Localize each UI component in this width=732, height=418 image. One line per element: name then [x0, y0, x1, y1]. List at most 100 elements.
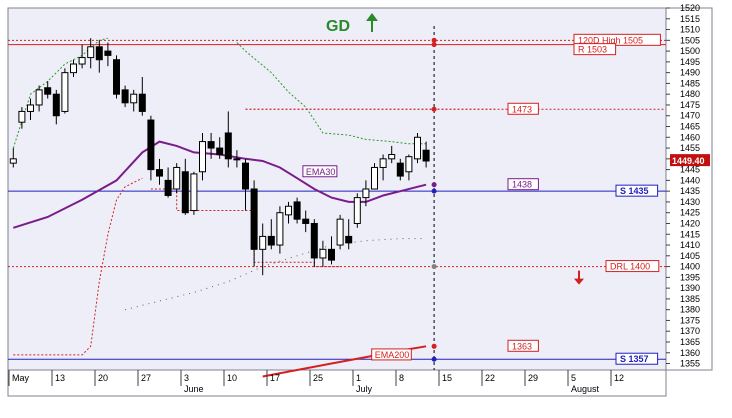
stop-line-lower: [13, 177, 143, 356]
candle-body: [388, 154, 396, 160]
x-tick-label: 8: [399, 373, 404, 383]
y-tick-label: 1360: [680, 348, 700, 358]
y-tick-label: 1400: [680, 262, 700, 272]
candle-body: [293, 201, 301, 220]
candle-body: [285, 205, 292, 216]
marker-dot: [431, 42, 437, 48]
y-tick-label: 1480: [680, 89, 700, 99]
level-label: S 1357: [620, 354, 649, 364]
x-tick-label: 22: [485, 373, 495, 383]
candle-body: [78, 57, 86, 65]
level-label: DRL 1400: [610, 262, 650, 272]
candle-body: [353, 197, 361, 224]
x-tick-label: 20: [98, 373, 108, 383]
level-label-box: [573, 43, 617, 56]
series-label: EMA30: [306, 167, 336, 177]
x-tick-label: 5: [571, 373, 576, 383]
y-tick-label: 1420: [680, 218, 700, 228]
y-tick-label: 1455: [680, 143, 700, 153]
y-tick-label: 1500: [680, 46, 700, 56]
level-label-box: [507, 178, 539, 191]
ema30-line: [13, 140, 427, 229]
y-axis-panel: [665, 7, 713, 371]
candle-body: [250, 188, 258, 250]
y-tick-label: 1485: [680, 78, 700, 88]
candle-body: [405, 156, 413, 173]
series-label-box: [302, 165, 338, 178]
level-label-box: [507, 102, 539, 115]
candle-body: [87, 46, 95, 59]
candle-body: [396, 162, 404, 177]
candle-body: [336, 218, 344, 246]
current-price-label: 1449.40: [672, 156, 705, 166]
candles: [9, 38, 430, 276]
candle-body: [302, 218, 310, 224]
candle-body: [276, 212, 284, 246]
x-tick-label: 3: [184, 373, 189, 383]
series-label-box: [371, 348, 412, 361]
candle-body: [190, 173, 198, 212]
level-label-box: [507, 339, 539, 352]
y-tick-label: 1425: [680, 208, 700, 218]
candle-body: [267, 235, 275, 246]
x-tick-label: 13: [55, 373, 65, 383]
x-tick-label: 17: [270, 373, 280, 383]
candle-body: [52, 93, 60, 117]
candle-body: [207, 141, 215, 149]
up-arrow-icon: [366, 13, 378, 32]
candle-body: [9, 158, 17, 164]
series-label: EMA200: [375, 350, 410, 360]
current-price-tag: [670, 154, 710, 167]
marker-dot: [431, 182, 437, 188]
x-tick-label: 29: [528, 373, 538, 383]
level-label-box: [605, 260, 660, 273]
candle-body: [310, 222, 318, 259]
y-tick-label: 1460: [680, 132, 700, 142]
candle-body: [121, 89, 129, 104]
y-axis: 1355136013651370137513801385139013951400…: [666, 3, 710, 369]
x-month-label: July: [356, 384, 373, 394]
candle-body: [147, 119, 155, 171]
y-tick-label: 1445: [680, 165, 700, 175]
y-tick-label: 1470: [680, 111, 700, 121]
candle-body: [259, 235, 267, 250]
y-tick-label: 1490: [680, 68, 700, 78]
y-tick-label: 1430: [680, 197, 700, 207]
x-tick-label: 15: [442, 373, 452, 383]
candle-body: [414, 136, 421, 160]
x-tick-label: 1: [356, 373, 361, 383]
y-tick-label: 1465: [680, 122, 700, 132]
y-tick-label: 1415: [680, 229, 700, 239]
trailing-dots: [124, 238, 427, 311]
y-tick-label: 1385: [680, 294, 700, 304]
level-label: S 1435: [620, 186, 649, 196]
down-arrow-icon: [574, 270, 584, 285]
candle-body: [173, 166, 181, 190]
plot-background: [7, 7, 667, 371]
y-tick-label: 1395: [680, 272, 700, 282]
y-tick-label: 1440: [680, 175, 700, 185]
candle-body: [345, 235, 353, 244]
level-label: 1363: [512, 341, 532, 351]
candle-body: [35, 89, 43, 106]
y-tick-label: 1435: [680, 186, 700, 196]
y-tick-label: 1390: [680, 283, 700, 293]
candle-body: [138, 93, 146, 112]
candle-body: [113, 59, 120, 95]
marker-dot: [431, 188, 437, 194]
y-tick-label: 1375: [680, 315, 700, 325]
y-tick-label: 1365: [680, 337, 700, 347]
y-tick-label: 1515: [680, 14, 700, 24]
level-label-box: [573, 33, 661, 46]
y-tick-label: 1410: [680, 240, 700, 250]
signal: GD: [326, 13, 378, 35]
marker-dot: [431, 264, 437, 270]
candle-body: [181, 171, 189, 214]
x-month-label: June: [184, 384, 204, 394]
level-label: R 1503: [578, 45, 607, 55]
candle-body: [27, 104, 34, 112]
stop-line-upper: [12, 37, 109, 149]
y-tick-label: 1380: [680, 305, 700, 315]
x-tick-label: May: [12, 373, 30, 383]
